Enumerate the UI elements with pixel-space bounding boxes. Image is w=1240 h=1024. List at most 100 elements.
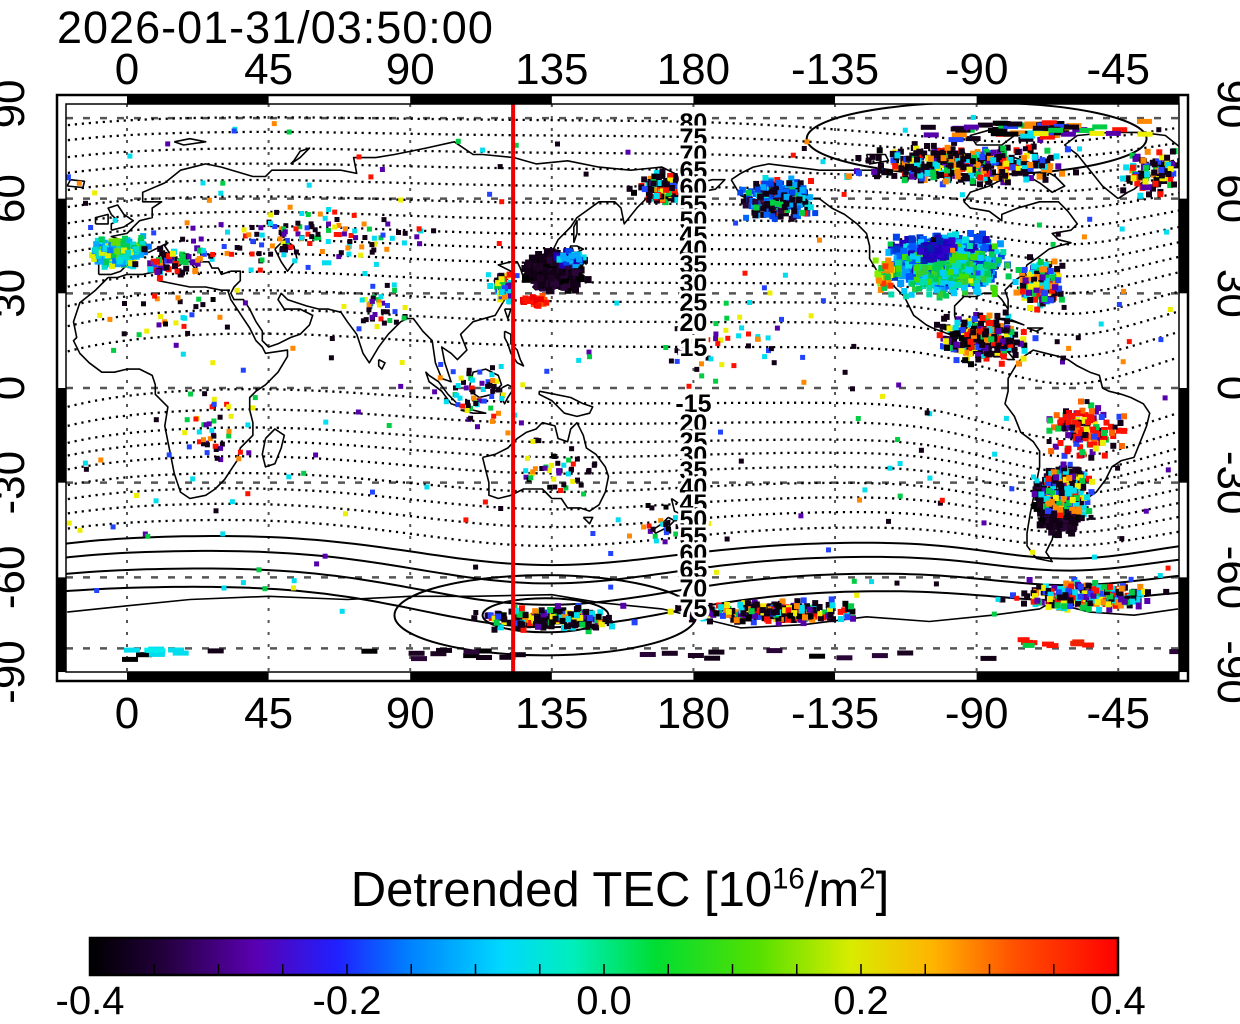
lon-label-top-90: 90: [386, 45, 435, 94]
lon-label-bottom-0: 0: [115, 689, 139, 738]
lon-label-top--90: -90: [945, 45, 1009, 94]
scatter-cluster-okinawa-red-arc: [520, 292, 550, 309]
scatter-cluster-us-east-coast: [1013, 254, 1066, 313]
lat-label-right-0: 0: [1208, 376, 1240, 400]
colorbar-title-close: ]: [875, 863, 890, 917]
axis-labels: 0 0 45 45 90 90 135 135 180 180 -135 -135 -90 -90 -45 -…: [0, 45, 1240, 738]
timestamp-title: 2026-01-31/03:50:00: [57, 2, 494, 53]
contour-label-75: 75: [680, 595, 708, 623]
scatter-cluster-arctic-streaks: [920, 118, 1153, 143]
lat-label-right--90: -90: [1208, 640, 1240, 704]
lat-label-left-60: 60: [0, 174, 34, 223]
colorbar-tick-0.0: 0.0: [576, 979, 632, 1023]
scatter-cluster-bottom-cyan-streaks: [123, 646, 189, 657]
contour-label-60: 60: [680, 174, 708, 202]
magnetic-latitude-contours: [66, 104, 1179, 657]
contour-label-35: 35: [680, 251, 708, 279]
scatter-cluster-chukotka-dense: [626, 168, 704, 207]
contour-label-25: 25: [680, 428, 708, 456]
scatter-cluster-antarctic-peninsula-sector: [999, 577, 1170, 613]
lon-label-top--45: -45: [1086, 45, 1150, 94]
colorbar-title: Detrended TEC [1016/m2]: [0, 862, 1240, 918]
contour-label-65: 65: [680, 556, 708, 584]
contour-label-40: 40: [680, 236, 708, 264]
contour-label-30: 30: [680, 270, 708, 298]
colorbar: -0.4 -0.2 0.0 0.2 0.4: [56, 936, 1146, 1023]
scatter-cluster-australia-sparse: [523, 439, 598, 497]
scatter-cluster-mediterranean-scatter: [132, 245, 207, 282]
lon-label-top-135: 135: [515, 45, 588, 94]
scatter-cluster-mexico-caribbean: [934, 309, 1039, 368]
contour-label-45: 45: [680, 490, 708, 518]
colorbar-title-mid: /m: [804, 863, 860, 917]
contour-label-75: 75: [680, 124, 708, 152]
scatter-cluster-bottom-red-streaks: [1017, 637, 1095, 649]
contour-label-70: 70: [680, 575, 708, 603]
lon-label-top-180: 180: [657, 45, 730, 94]
scatter-cluster-nz-sparse: [627, 503, 699, 555]
scatter-cluster-north-atlantic-noise: [66, 148, 1179, 199]
scatter-cluster-arctic-noise: [844, 136, 1079, 188]
contour-label--15: -15: [675, 390, 711, 418]
lon-label-top--135: -135: [791, 45, 879, 94]
scatter-cluster-india-sparse: [341, 282, 408, 332]
contour-label-65: 65: [680, 157, 708, 185]
scatter-cluster-antarctic-pacific-sector: [667, 596, 856, 627]
map-frame: [55, 93, 1190, 683]
lat-label-right-90: 90: [1208, 79, 1240, 128]
lat-label-left--90: -90: [0, 640, 34, 704]
colorbar-tick-0.2: 0.2: [833, 979, 889, 1023]
colorbar-title-exp2: 2: [859, 862, 876, 896]
colorbar-title-main: Detrended TEC [10: [350, 863, 773, 917]
lat-label-left-90: 90: [0, 79, 34, 128]
scatter-cluster-africa-sparse: [182, 395, 258, 463]
lat-label-right-60: 60: [1208, 174, 1240, 223]
scatter-cluster-brazil-red-scatter: [1046, 398, 1128, 461]
lat-label-right-30: 30: [1208, 269, 1240, 318]
scatter-cluster-alaska-dense: [737, 175, 819, 222]
contour-label-20: 20: [680, 309, 708, 337]
lon-label-bottom-45: 45: [244, 689, 293, 738]
lon-label-bottom-90: 90: [386, 689, 435, 738]
contour-label-30: 30: [680, 442, 708, 470]
lat-label-left-0: 0: [0, 376, 34, 400]
contour-label-45: 45: [680, 222, 708, 250]
scatter-cluster-sea-sparse: [432, 365, 517, 430]
scatter-cluster-global-sparse: [66, 114, 1173, 617]
contour-label-55: 55: [680, 523, 708, 551]
contour-label-60: 60: [680, 540, 708, 568]
colorbar-title-exp1: 16: [772, 862, 805, 896]
contour-label-50: 50: [680, 207, 708, 235]
map-area: 8075706560555045403530252015-15202530354…: [66, 104, 1179, 672]
scatter-cluster-east-china-mixed: [487, 271, 515, 305]
colorbar-tick--0.4: -0.4: [56, 979, 125, 1023]
lon-label-bottom-135: 135: [515, 689, 588, 738]
lon-label-bottom--45: -45: [1086, 689, 1150, 738]
scatter-cluster-pacific-sparse: [663, 290, 784, 389]
lat-label-right--60: -60: [1208, 546, 1240, 610]
contour-label-55: 55: [680, 191, 708, 219]
lat-label-left-30: 30: [0, 269, 34, 318]
contour-label-20: 20: [680, 410, 708, 438]
scatter-cluster-north-africa-sparse: [97, 293, 230, 357]
colorbar-tick-0.4: 0.4: [1090, 979, 1146, 1023]
contour-label-50: 50: [680, 506, 708, 534]
scatter-cluster-europe-blob: [89, 233, 152, 270]
contour-label-35: 35: [680, 457, 708, 485]
scatter-cluster-plains-dark-core: [917, 234, 958, 264]
contour-label-40: 40: [680, 474, 708, 502]
lat-label-right--30: -30: [1208, 451, 1240, 515]
scatter-cluster-japan-blue-patch: [553, 248, 587, 269]
contour-label-15: 15: [680, 334, 708, 362]
contour-label-80: 80: [680, 109, 708, 137]
contour-label-70: 70: [680, 141, 708, 169]
lat-label-left--60: -60: [0, 546, 34, 610]
scatter-cluster-bottom-black-streaks: [122, 647, 1179, 662]
scatter-cluster-argentina-mixed: [1031, 461, 1095, 526]
scatter-cluster-california-accent: [872, 257, 896, 293]
lon-label-top-0: 0: [115, 45, 139, 94]
lon-label-bottom-180: 180: [657, 689, 730, 738]
tec-scatter-points: [66, 114, 1179, 662]
lon-label-top-45: 45: [244, 45, 293, 94]
